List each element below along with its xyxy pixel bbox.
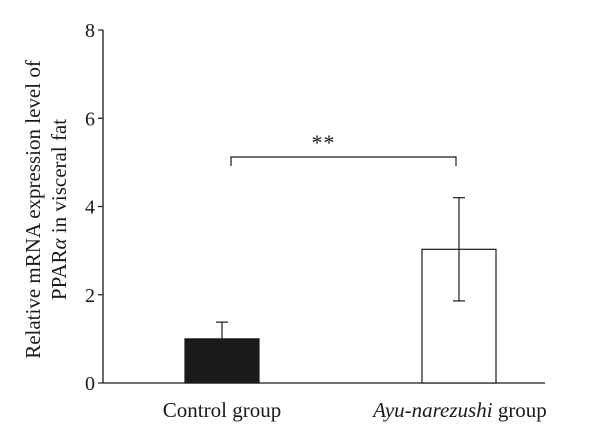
y-axis-label: Relative mRNA expression level of PPARα i… [21,60,71,359]
category-label-1-part-1: group [493,398,547,422]
y-axis-ticks: 0 2 4 6 8 [85,20,103,395]
significance-label: ** [312,130,336,155]
y-tick-label: 0 [85,373,95,395]
y-tick-label: 2 [85,285,95,307]
category-label-0: Control group [163,398,281,422]
category-label-0-part-0: Control group [163,398,281,422]
category-labels: Control group Ayu-narezushi group [163,398,547,422]
y-axis-label-line-2: PPARα in visceral fat [47,119,71,300]
error-bars [216,197,465,357]
significance-bracket: ** [230,130,457,166]
y-axis-label-line-2-part-0: PPAR [47,249,71,300]
category-label-1: Ayu-narezushi group [371,398,547,422]
y-tick-label: 4 [85,197,95,219]
significance-bracket-line [230,156,457,166]
y-axis-label-line-1: Relative mRNA expression level of [21,60,45,359]
bars [184,248,497,384]
category-label-1-part-0: Ayu-narezushi [371,398,493,422]
y-tick-label: 6 [85,108,95,130]
y-tick-label: 8 [85,20,95,42]
y-axis-label-line-2-part-2: in visceral fat [47,119,71,239]
y-axis-label-line-2-part-1: α [47,237,71,249]
